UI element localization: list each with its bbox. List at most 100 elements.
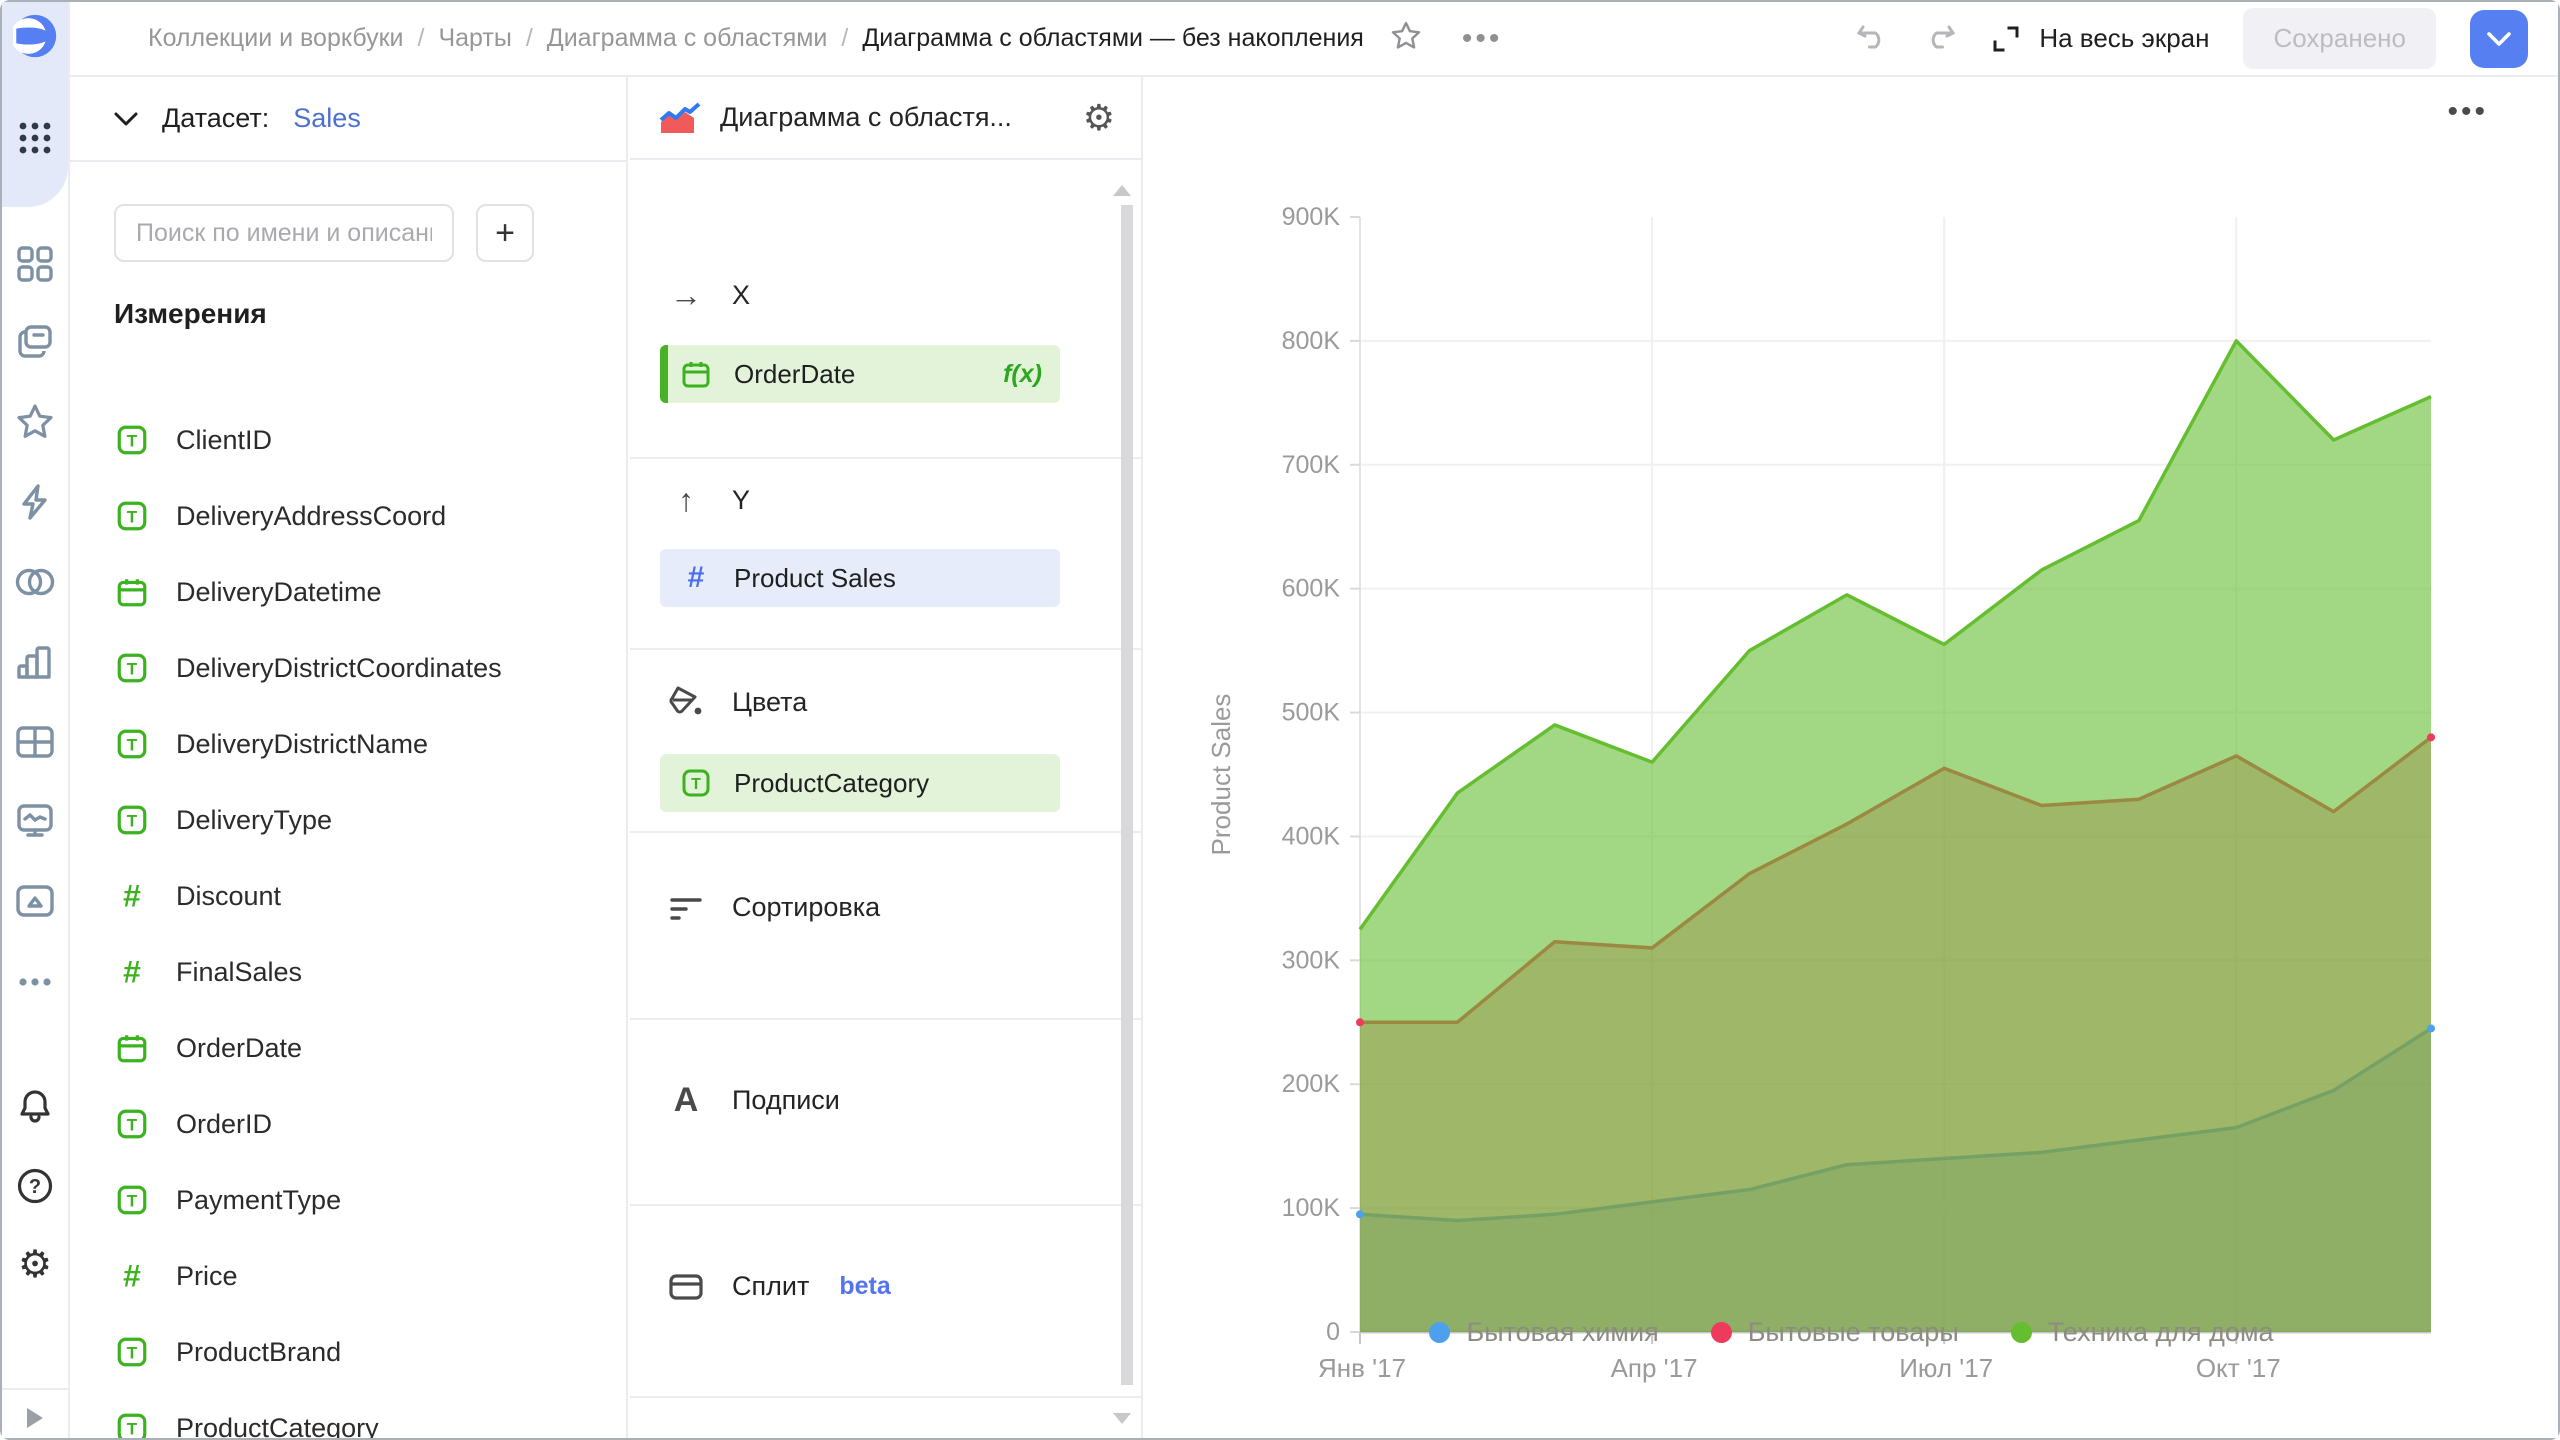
y-field-label: Product Sales [734,562,896,593]
settings-gear-icon[interactable]: ⚙ [17,1243,53,1286]
chart-options-menu-icon[interactable]: ••• [2447,95,2488,128]
help-icon[interactable]: ? [13,1164,57,1208]
dashboards-tiles-icon[interactable] [13,242,57,286]
field-list-item[interactable]: T ClientID [70,402,602,478]
formula-fx-icon[interactable]: f(x) [1003,359,1042,388]
text-type-icon: T [114,1410,150,1438]
field-list-item[interactable]: T ProductCategory [70,1390,602,1438]
fullscreen-control[interactable]: На весь экран [1991,23,2209,54]
charts-bars-icon[interactable] [13,640,57,684]
y-axis-title: Product Sales [1206,694,1236,856]
field-list-item[interactable]: # FinalSales [70,934,602,1010]
collections-copy-icon[interactable] [13,320,57,364]
breadcrumb-current: Диаграмма с областями — без накопления [862,24,1364,52]
tables-grid-icon[interactable] [13,720,57,764]
y-tick-label: 800K [1282,327,1341,355]
chart-type-header[interactable]: Диаграмма с областя... ⚙ [630,77,1141,160]
field-list-item[interactable]: # Discount [70,858,602,934]
more-dots-icon[interactable] [13,960,57,1004]
section-split[interactable]: Сплит beta [666,1271,891,1302]
notifications-bell-icon[interactable] [13,1084,57,1128]
area-chart-canvas[interactable]: 0 100K 200K 300K 400K 500K 600K 700K 800K 900K Янв… [1145,77,2560,1440]
field-list-item[interactable]: T PaymentType [70,1162,602,1238]
calendar-icon [114,1030,150,1066]
favorites-star-icon[interactable] [13,400,57,444]
paint-bucket-icon [666,685,706,719]
breadcrumb-menu-icon[interactable]: ••• [1461,21,1503,55]
dataset-name-link[interactable]: Sales [293,103,361,133]
chevron-down-icon[interactable] [114,112,138,126]
color-field-label: ProductCategory [734,767,930,798]
save-dropdown-button[interactable] [2470,9,2528,68]
section-sort[interactable]: Сортировка [666,892,880,923]
favorite-star-icon[interactable] [1390,20,1422,57]
breadcrumb-link[interactable]: Коллекции и воркбуки [148,24,404,52]
legend-item[interactable]: Техника для дома [2010,1317,2274,1348]
y-tick-label: 600K [1282,575,1341,603]
beta-badge: beta [839,1272,891,1300]
field-list-item[interactable]: T DeliveryDistrictName [70,706,602,782]
media-folder-icon[interactable] [13,879,57,923]
datalens-logo-icon[interactable] [13,14,57,58]
section-divider [630,1018,1141,1020]
y-tick-label: 0 [1326,1318,1340,1346]
redo-icon[interactable] [1923,21,1957,56]
section-labels[interactable]: A Подписи [666,1081,840,1120]
breadcrumb-link[interactable]: Чарты [438,24,512,52]
chart-preview-area: ••• 0 100K 200K 300K 400K 500K 600K 700K 800K 900… [1145,77,2558,1438]
field-list-item[interactable]: T DeliveryType [70,782,602,858]
text-type-icon: T [114,1334,150,1370]
config-scrollbar[interactable] [1121,205,1133,1385]
number-hash-icon: # [687,561,705,594]
legend-color-dot [1429,1322,1451,1343]
undo-icon[interactable] [1855,21,1889,56]
relations-venn-icon[interactable] [13,560,57,604]
series-endpoint-marker [1356,1018,1364,1027]
top-bar: Коллекции и воркбуки / Чарты / Диаграмма с о… [70,2,2558,77]
y-field-chip[interactable]: # Product Sales [660,549,1060,607]
y-tick-label: 100K [1282,1194,1341,1222]
svg-text:T: T [127,1191,138,1210]
section-divider [630,1204,1141,1206]
expand-rail-icon[interactable] [13,1396,57,1440]
x-tick-label: Янв '17 [1318,1353,1406,1383]
legend-item[interactable]: Бытовая химия [1429,1317,1659,1348]
x-tick-label: Апр '17 [1611,1353,1698,1383]
x-field-label: OrderDate [734,358,856,389]
breadcrumb-link[interactable]: Диаграмма с областями [546,24,828,52]
color-field-chip[interactable]: T ProductCategory [660,754,1060,812]
x-tick-label: Июл '17 [1899,1353,1993,1383]
field-name: OrderID [176,1108,273,1139]
rail-divider [2,1388,68,1390]
scroll-down-arrow[interactable] [1113,1413,1131,1424]
series-endpoint-marker [1356,1210,1364,1219]
chart-settings-gear-icon[interactable]: ⚙ [1082,96,1115,138]
breadcrumb-separator: / [417,24,425,52]
section-colors[interactable]: Цвета [666,685,807,719]
field-list-item[interactable]: # Price [70,1238,602,1314]
field-list-item[interactable]: T DeliveryDistrictCoordinates [70,630,602,706]
x-field-chip[interactable]: OrderDate f(x) [660,345,1060,403]
field-list-item[interactable]: DeliveryDatetime [70,554,602,630]
text-type-icon: T [114,1106,150,1142]
field-name: DeliveryType [176,804,333,835]
svg-text:T: T [127,735,138,754]
arrow-right-icon: → [670,277,702,313]
add-field-button[interactable]: + [476,204,534,262]
monitoring-screen-icon[interactable] [13,799,57,843]
scroll-up-arrow[interactable] [1113,185,1131,196]
apps-grid-icon[interactable] [13,116,57,160]
breadcrumb: Коллекции и воркбуки / Чарты / Диаграмма с о… [148,24,1364,53]
field-list-item[interactable]: OrderDate [70,1010,602,1086]
field-search-input[interactable] [114,204,454,262]
field-name: ProductCategory [176,1412,379,1439]
saved-button[interactable]: Сохранено [2243,8,2436,69]
field-list-item[interactable]: T OrderID [70,1086,602,1162]
legend-item[interactable]: Бытовые товары [1710,1317,1959,1348]
field-list-item[interactable]: T DeliveryAddressCoord [70,478,602,554]
text-type-icon: T [114,1182,150,1218]
quick-bolt-icon[interactable] [13,480,57,524]
field-list-item[interactable]: T ProductBrand [70,1314,602,1390]
section-x[interactable]: → X [666,277,750,314]
section-y[interactable]: ↑ Y [666,482,750,519]
